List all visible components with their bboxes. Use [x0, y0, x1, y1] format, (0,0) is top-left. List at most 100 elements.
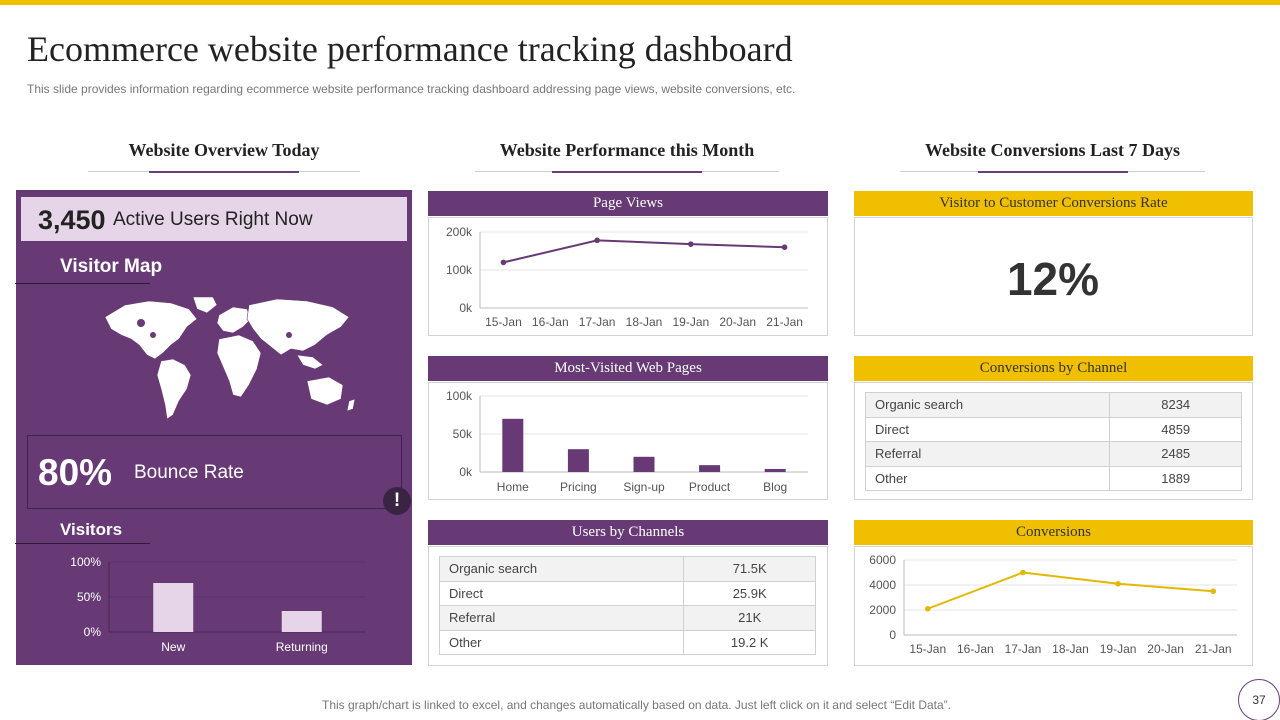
website-overview-panel: 3,450 Active Users Right Now Visitor Map… [15, 190, 412, 665]
page-views-header: Page Views [428, 191, 828, 216]
table-row: Other 1889 [864, 465, 1242, 491]
table-row: Referral 21K [438, 605, 816, 631]
x-tick-label: 17-Jan [579, 315, 616, 329]
x-tick-label: 18-Jan [1052, 642, 1089, 656]
bar [699, 465, 721, 472]
top-accent-bar [0, 0, 1280, 5]
channel-name-cell: Organic search [438, 556, 685, 582]
visitor-map-underline [15, 283, 150, 284]
y-tick-label: 100k [446, 263, 473, 277]
bounce-rate-card: 80% Bounce Rate [27, 435, 402, 509]
active-users-card: 3,450 Active Users Right Now [21, 197, 407, 241]
table-row: Organic search 71.5K [438, 556, 816, 582]
channel-name-cell: Referral [864, 441, 1111, 467]
y-tick-label: 0k [459, 465, 473, 479]
conversion-rate-value: 12% [1006, 253, 1100, 305]
north-america-shape [104, 300, 198, 360]
x-tick-label: Sign-up [623, 480, 665, 494]
x-tick-label: 20-Jan [719, 315, 756, 329]
data-point [1210, 588, 1217, 595]
x-tick-label: 18-Jan [626, 315, 663, 329]
most-visited-chart: 0k 50k 100k Home Pricing Sign-up Product Blog [446, 389, 808, 494]
visitors-title: Visitors [60, 520, 123, 539]
greenland-shape [192, 296, 218, 314]
conversions-by-channel-body: Organic search 8234 Direct 4859 Referral 2485… [864, 392, 1242, 491]
section-heading-performance-text: Website Performance this Month [499, 140, 755, 160]
channel-value-cell: 1889 [1109, 465, 1242, 491]
visitor-hotspot [286, 332, 292, 338]
alert-icon[interactable]: ! [383, 487, 411, 515]
europe-shape [216, 306, 252, 334]
y-tick-label: 6000 [869, 553, 896, 567]
data-point [1115, 580, 1121, 587]
channel-name-cell: Direct [438, 580, 685, 606]
data-point [688, 241, 694, 247]
south-america-shape [156, 358, 192, 420]
visitors-underline [15, 543, 150, 544]
users-by-channels-table: Organic search 71.5K Direct 25.9K Referral 21… [438, 556, 816, 655]
visitor-hotspot [137, 319, 145, 327]
conversions-chart: 0 2000 4000 6000 15-Jan 16-Jan 17-Jan 18-Jan 19-… [869, 553, 1237, 656]
conversions-panel: 0 2000 4000 6000 15-Jan 16-Jan 17-Jan 18-Jan 19-… [854, 546, 1253, 666]
x-tick-label: 21-Jan [1195, 642, 1232, 656]
conversion-rate-header: Visitor to Customer Conversions Rate [854, 191, 1253, 216]
channel-name-cell: Other [438, 629, 685, 655]
section-accent [552, 171, 702, 173]
asia-shape [246, 298, 350, 356]
channel-value-cell: 19.2 K [683, 629, 816, 655]
x-tick-label: 17-Jan [1005, 642, 1042, 656]
bar [153, 583, 194, 632]
x-tick-label: 15-Jan [909, 642, 946, 656]
new-zealand-shape [346, 398, 356, 412]
x-tick-label: 20-Jan [1147, 642, 1184, 656]
conversion-rate-panel: 12% [854, 217, 1253, 336]
channel-value-cell: 25.9K [683, 580, 816, 606]
page-title: Ecommerce website performance tracking d… [27, 29, 793, 69]
active-users-value: 3,450 [38, 205, 106, 235]
most-visited-panel: 0k 50k 100k Home Pricing Sign-up Product Blog [428, 382, 828, 500]
series-line [927, 571, 1214, 610]
data-point [781, 244, 788, 250]
section-accent [977, 171, 1128, 173]
table-row: Referral 2485 [864, 441, 1242, 467]
conversions-by-channel-table: Organic search 8234 Direct 4859 Referral 2485… [864, 392, 1242, 491]
table-row: Direct 4859 [864, 416, 1242, 442]
conversions-by-channel-header: Conversions by Channel [854, 356, 1253, 381]
bar [764, 468, 786, 472]
y-tick-label: 50k [453, 427, 473, 441]
page-views-chart: 0k 100k 200k 15-Jan 16-Jan 17-Jan 18-Jan 19-Jan… [446, 225, 808, 329]
x-tick-label: 21-Jan [766, 315, 803, 329]
y-tick-label: 100k [446, 389, 473, 403]
bounce-rate-label: Bounce Rate [134, 462, 244, 483]
section-heading-conversions-text: Website Conversions Last 7 Days [924, 140, 1180, 160]
channel-name-cell: Direct [864, 416, 1111, 442]
x-tick-label: 19-Jan [673, 315, 710, 329]
y-tick-label: 0 [889, 628, 896, 642]
data-point [1020, 569, 1026, 576]
conversions-by-channel-panel: Organic search 8234 Direct 4859 Referral 2485… [854, 382, 1253, 500]
x-tick-label: 16-Jan [957, 642, 994, 656]
x-tick-label: New [161, 640, 185, 654]
channel-name-cell: Referral [438, 605, 685, 631]
section-accent [149, 171, 299, 173]
page-subtitle: This slide provides information regardin… [27, 82, 796, 96]
y-tick-label: 0% [84, 625, 102, 639]
section-heading-conversions: Website Conversions Last 7 Days [900, 140, 1205, 174]
southeast-asia-shape [296, 354, 324, 370]
active-users-label: Active Users Right Now [113, 209, 313, 230]
visitor-hotspot [150, 332, 156, 338]
y-tick-label: 4000 [869, 578, 896, 592]
visitor-map-title: Visitor Map [60, 256, 163, 277]
y-tick-label: 2000 [869, 603, 896, 617]
y-tick-label: 200k [446, 225, 473, 239]
x-tick-label: Home [497, 480, 529, 494]
users-by-channels-panel: Organic search 71.5K Direct 25.9K Referral 21… [428, 546, 828, 666]
footer-note: This graph/chart is linked to excel, and… [322, 698, 951, 712]
channel-value-cell: 21K [683, 605, 816, 631]
x-tick-label: Blog [763, 480, 787, 494]
bounce-rate-value: 80% [38, 452, 113, 493]
table-row: Other 19.2 K [438, 629, 816, 655]
section-heading-overview: Website Overview Today [88, 140, 360, 174]
x-tick-label: 15-Jan [485, 315, 522, 329]
most-visited-header: Most-Visited Web Pages [428, 356, 828, 381]
